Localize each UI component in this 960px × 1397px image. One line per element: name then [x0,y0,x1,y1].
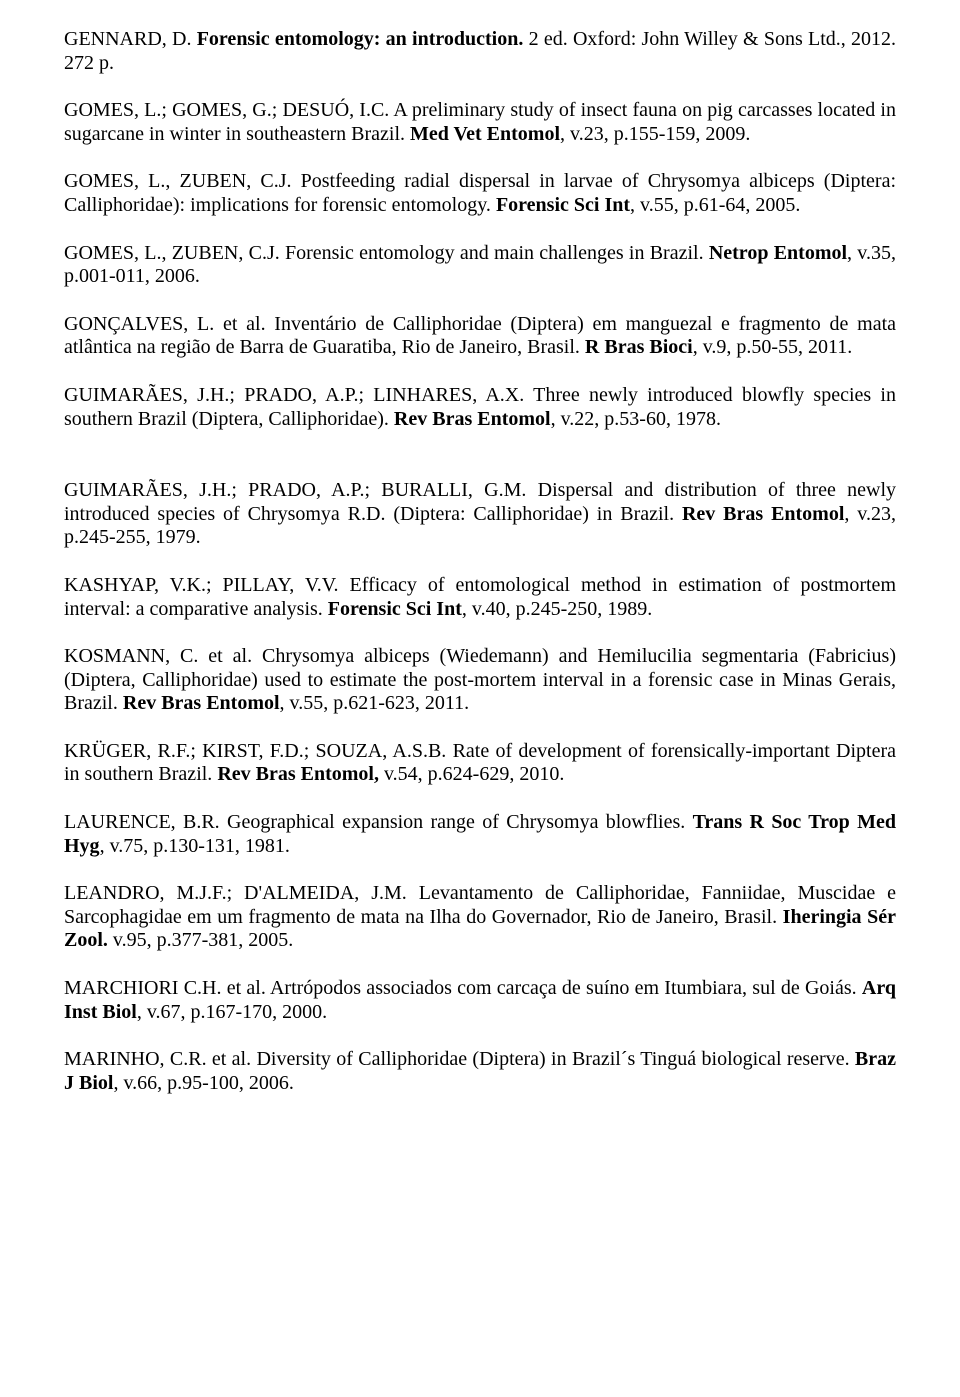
reference-title: Forensic Sci Int [496,194,630,216]
reference-authors-text: MARINHO, C.R. et al. Diversity of Callip… [64,1048,855,1070]
reference-details: , v.9, p.50-55, 2011. [693,336,853,358]
reference-title: Rev Bras Entomol [682,503,844,525]
reference-details: , v.67, p.167-170, 2000. [137,1001,327,1023]
reference-entry: GOMES, L.; GOMES, G.; DESUÓ, I.C. A prel… [64,99,896,146]
reference-details: v.54, p.624-629, 2010. [379,763,564,785]
reference-entry: GUIMARÃES, J.H.; PRADO, A.P.; LINHARES, … [64,384,896,431]
reference-title: Rev Bras Entomol, [217,763,379,785]
reference-entry: GUIMARÃES, J.H.; PRADO, A.P.; BURALLI, G… [64,479,896,550]
reference-details: , v.23, p.155-159, 2009. [560,123,750,145]
reference-details: , v.66, p.95-100, 2006. [113,1072,293,1094]
reference-authors-text: GENNARD, D. [64,28,197,50]
references-list: GENNARD, D. Forensic entomology: an intr… [64,28,896,1095]
reference-details: , v.55, p.621-623, 2011. [280,692,470,714]
reference-entry: GONÇALVES, L. et al. Inventário de Calli… [64,313,896,360]
reference-entry: GOMES, L., ZUBEN, C.J. Forensic entomolo… [64,242,896,289]
reference-title: R Bras Bioci [585,336,693,358]
reference-title: Rev Bras Entomol [123,692,280,714]
reference-entry: KASHYAP, V.K.; PILLAY, V.V. Efficacy of … [64,574,896,621]
reference-title: Med Vet Entomol [410,123,560,145]
reference-authors-text: LAURENCE, B.R. Geographical expansion ra… [64,811,693,833]
reference-entry: KRÜGER, R.F.; KIRST, F.D.; SOUZA, A.S.B.… [64,740,896,787]
reference-title: Rev Bras Entomol [394,408,551,430]
reference-authors-text: GOMES, L., ZUBEN, C.J. Forensic entomolo… [64,242,709,264]
reference-title: Forensic Sci Int [328,598,462,620]
reference-entry: LEANDRO, M.J.F.; D'ALMEIDA, J.M. Levanta… [64,882,896,953]
reference-details: , v.22, p.53-60, 1978. [551,408,721,430]
reference-entry: GOMES, L., ZUBEN, C.J. Postfeeding radia… [64,170,896,217]
reference-authors-text: LEANDRO, M.J.F.; D'ALMEIDA, J.M. Levanta… [64,882,896,928]
reference-entry: KOSMANN, C. et al. Chrysomya albiceps (W… [64,645,896,716]
reference-entry: LAURENCE, B.R. Geographical expansion ra… [64,811,896,858]
reference-authors-text: MARCHIORI C.H. et al. Artrópodos associa… [64,977,862,999]
reference-entry: GENNARD, D. Forensic entomology: an intr… [64,28,896,75]
reference-details: , v.55, p.61-64, 2005. [630,194,800,216]
reference-title: Forensic entomology: an introduction. [197,28,524,50]
reference-title: Netrop Entomol [709,242,847,264]
reference-details: , v.75, p.130-131, 1981. [100,835,290,857]
reference-details: v.95, p.377-381, 2005. [108,929,293,951]
reference-details: , v.40, p.245-250, 1989. [462,598,652,620]
reference-entry: MARCHIORI C.H. et al. Artrópodos associa… [64,977,896,1024]
reference-entry: MARINHO, C.R. et al. Diversity of Callip… [64,1048,896,1095]
